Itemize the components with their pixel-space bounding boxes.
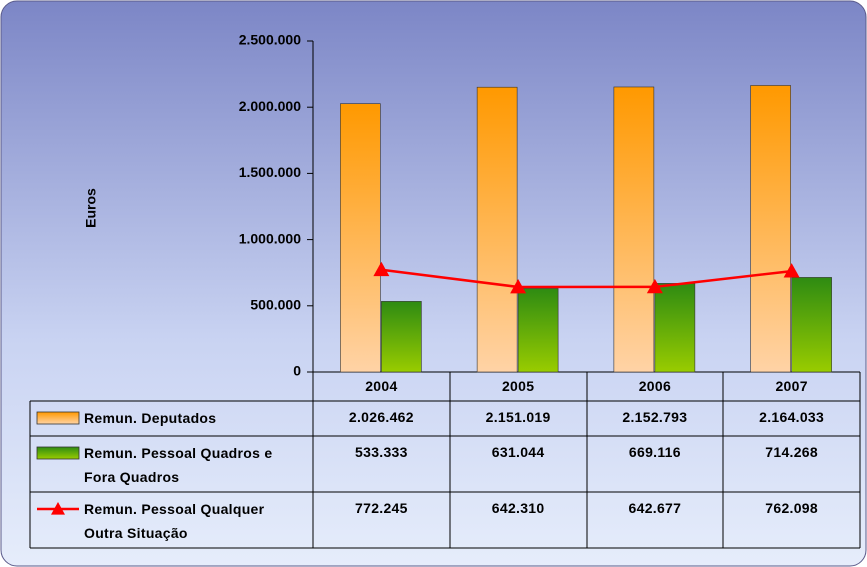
data-table-value: 2.164.033: [759, 409, 825, 425]
bar: [517, 288, 559, 373]
legend-marker: [51, 502, 65, 515]
data-table-value: 631.044: [491, 444, 545, 460]
table-header: 2005: [501, 378, 535, 394]
data-table-grid: [29, 372, 861, 549]
line-marker: [373, 261, 390, 277]
legend-swatch: [36, 411, 80, 425]
y-tick-label: 2.500.000: [239, 32, 301, 48]
y-tick-label: 1.500.000: [239, 164, 301, 180]
table-header: 2006: [638, 378, 672, 394]
legend-key: [36, 411, 80, 425]
line: [381, 268, 792, 289]
bar: [476, 86, 518, 373]
y-tick-label: 1.000.000: [239, 230, 301, 246]
legend-key: [36, 446, 80, 460]
line-marker: [510, 278, 527, 294]
legend-swatch: [36, 446, 80, 460]
y-tick-label: 0: [293, 363, 301, 379]
bar: [381, 301, 422, 373]
legend-label: Remun. Pessoal Qualquer Outra Situação: [84, 501, 265, 541]
legend-key: [37, 502, 79, 515]
legend-label: Remun. Pessoal Quadros e Fora Quadros: [84, 445, 273, 485]
y-axis-label: Euros: [83, 188, 99, 228]
bar: [750, 85, 791, 373]
table-header: 2004: [365, 378, 398, 394]
data-table-value: 533.333: [355, 444, 408, 460]
data-table-value: 642.310: [491, 500, 545, 516]
bar: [791, 277, 832, 373]
bar: [613, 86, 655, 373]
data-table-value: 669.116: [628, 444, 681, 460]
legend-label: Remun. Deputados: [84, 410, 217, 426]
y-tick-label: 500.000: [250, 297, 301, 313]
line-marker: [646, 278, 663, 294]
data-table-value: 2.152.793: [622, 409, 688, 425]
data-table-value: 762.098: [765, 500, 818, 516]
line-marker: [783, 263, 800, 278]
data-table-value: 714.268: [765, 444, 818, 460]
table-header: 2007: [775, 378, 808, 394]
data-table-value: 772.245: [355, 500, 408, 516]
y-tick-label: 2.000.000: [239, 98, 301, 114]
data-table-value: 642.677: [628, 500, 682, 516]
bar: [340, 103, 381, 373]
bar: [654, 283, 696, 373]
data-table-value: 2.026.462: [348, 409, 414, 425]
data-table-value: 2.151.019: [485, 409, 551, 425]
